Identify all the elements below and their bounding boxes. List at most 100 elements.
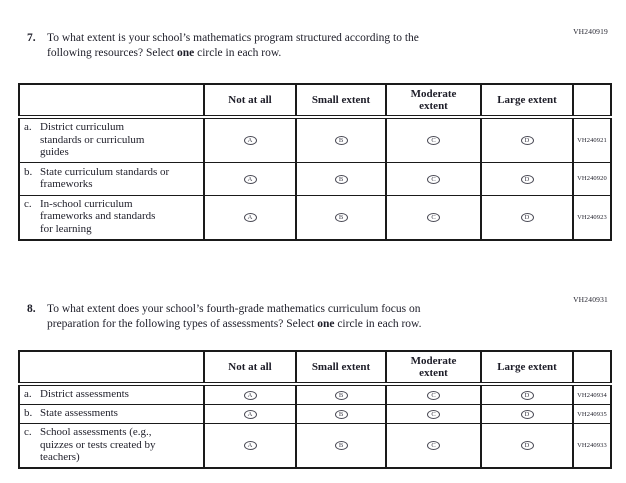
option-cell-small-extent: B: [295, 194, 387, 241]
response-oval-b[interactable]: B: [334, 441, 348, 451]
response-oval-c[interactable]: C: [427, 390, 440, 400]
column-header-not-at-all: Not at all: [203, 350, 297, 386]
question8-header-row: Not at all Small extent Moderate extent …: [18, 350, 612, 386]
question7-header-row: Not at all Small extent Moderate extent …: [18, 83, 612, 119]
response-oval-b[interactable]: B: [334, 390, 348, 400]
option-cell-large-extent: D: [480, 422, 574, 469]
option-cell-small-extent: B: [295, 383, 387, 405]
row-letter: c.: [24, 197, 32, 210]
question7-line1: To what extent is your school’s mathemat…: [47, 32, 419, 44]
code-header-cell: [572, 83, 612, 119]
row-letter: a.: [24, 388, 32, 401]
column-header-moderate-extent: Moderate extent: [385, 350, 482, 386]
column-header-small-extent: Small extent: [295, 350, 387, 386]
option-cell-moderate-extent: C: [385, 161, 482, 196]
option-cell-not-at-all: A: [203, 194, 297, 241]
response-oval-a[interactable]: A: [243, 213, 257, 222]
empty-header-cell: [18, 350, 205, 386]
empty-header-cell: [18, 83, 205, 119]
option-cell-small-extent: B: [295, 161, 387, 196]
question8-line1: To what extent does your school’s fourth…: [47, 303, 421, 315]
row-code: VH240933: [572, 422, 612, 469]
option-cell-moderate-extent: C: [385, 383, 482, 405]
option-cell-small-extent: B: [295, 422, 387, 469]
option-cell-not-at-all: A: [203, 404, 297, 424]
table-row: c. School assessments (e.g., quizzes or t…: [18, 422, 612, 469]
table-row: b. State assessments A B C D VH240935: [18, 404, 612, 424]
option-cell-not-at-all: A: [203, 383, 297, 405]
question7-response-table: Not at all Small extent Moderate extent …: [18, 83, 612, 241]
option-cell-not-at-all: A: [203, 116, 297, 163]
table-row: a. District assessments A B C D VH240934: [18, 383, 612, 405]
response-oval-a[interactable]: A: [243, 390, 257, 400]
response-oval-c[interactable]: C: [427, 409, 440, 419]
question8-code: VH240931: [573, 295, 608, 304]
question7-heading: 7. To what extent is your school’s mathe…: [27, 31, 419, 60]
row-code: VH240920: [572, 161, 612, 196]
response-oval-d[interactable]: D: [520, 390, 534, 400]
row-code: VH240935: [572, 404, 612, 424]
column-header-label: Moderate extent: [410, 88, 457, 112]
option-cell-large-extent: D: [480, 383, 574, 405]
row-code: VH240923: [572, 194, 612, 241]
option-cell-not-at-all: A: [203, 422, 297, 469]
response-oval-d[interactable]: D: [520, 441, 534, 451]
response-oval-c[interactable]: C: [427, 213, 440, 222]
response-oval-b[interactable]: B: [334, 409, 348, 419]
question7-line2-pre: following resources? Select: [47, 46, 177, 59]
response-oval-a[interactable]: A: [243, 409, 257, 419]
response-oval-d[interactable]: D: [520, 213, 534, 222]
row-code: VH240934: [572, 383, 612, 405]
option-cell-small-extent: B: [295, 116, 387, 163]
response-oval-b[interactable]: B: [334, 213, 348, 222]
option-cell-large-extent: D: [480, 404, 574, 424]
row-label: School assessments (e.g., quizzes or tes…: [40, 426, 156, 464]
row-label-cell: a. District assessments: [18, 383, 205, 405]
question7-number: 7.: [27, 32, 36, 44]
column-header-label: Small extent: [311, 94, 371, 106]
column-header-large-extent: Large extent: [480, 83, 574, 119]
option-cell-moderate-extent: C: [385, 422, 482, 469]
response-oval-b[interactable]: B: [334, 136, 348, 146]
code-header-cell: [572, 350, 612, 386]
question8-line2-pre: preparation for the following types of a…: [47, 317, 318, 330]
response-oval-a[interactable]: A: [243, 174, 257, 184]
response-oval-b[interactable]: B: [334, 174, 348, 184]
option-cell-large-extent: D: [480, 161, 574, 196]
row-label-cell: c. School assessments (e.g., quizzes or t…: [18, 422, 205, 469]
question8-response-table: Not at all Small extent Moderate extent …: [18, 350, 612, 469]
response-oval-a[interactable]: A: [243, 136, 257, 146]
row-letter: a.: [24, 121, 32, 133]
response-oval-c[interactable]: C: [427, 441, 440, 451]
row-label-cell: b. State assessments: [18, 404, 205, 424]
option-cell-small-extent: B: [295, 404, 387, 424]
question8-line2-post: circle in each row.: [334, 317, 422, 330]
column-header-label: Moderate extent: [410, 355, 457, 379]
column-header-large-extent: Large extent: [480, 350, 574, 386]
row-label-cell: c. In-school curriculum frameworks and st…: [18, 194, 205, 241]
option-cell-moderate-extent: C: [385, 404, 482, 424]
column-header-label: Not at all: [228, 94, 272, 106]
row-label: State curriculum standards or frameworks: [40, 165, 170, 191]
column-header-label: Not at all: [228, 361, 272, 373]
response-oval-d[interactable]: D: [520, 174, 534, 184]
response-oval-a[interactable]: A: [243, 441, 257, 451]
column-header-not-at-all: Not at all: [203, 83, 297, 119]
question8-heading: 8. To what extent does your school’s fou…: [27, 302, 422, 331]
response-oval-d[interactable]: D: [520, 136, 534, 146]
option-cell-large-extent: D: [480, 116, 574, 163]
question8-number: 8.: [27, 303, 36, 315]
question7-text: To what extent is your school’s mathemat…: [47, 31, 419, 60]
row-label: District curriculum standards or curricu…: [40, 121, 145, 159]
row-label: District assessments: [40, 388, 129, 401]
question7-line2-post: circle in each row.: [194, 46, 282, 59]
row-label-cell: a. District curriculum standards or curri…: [18, 116, 205, 163]
column-header-label: Small extent: [311, 361, 371, 373]
row-label-cell: b. State curriculum standards or framewor…: [18, 161, 205, 196]
question7-code: VH240919: [573, 27, 608, 36]
response-oval-c[interactable]: C: [427, 174, 440, 184]
table-row: a. District curriculum standards or curri…: [18, 116, 612, 163]
response-oval-c[interactable]: C: [427, 136, 440, 146]
response-oval-d[interactable]: D: [520, 409, 534, 419]
